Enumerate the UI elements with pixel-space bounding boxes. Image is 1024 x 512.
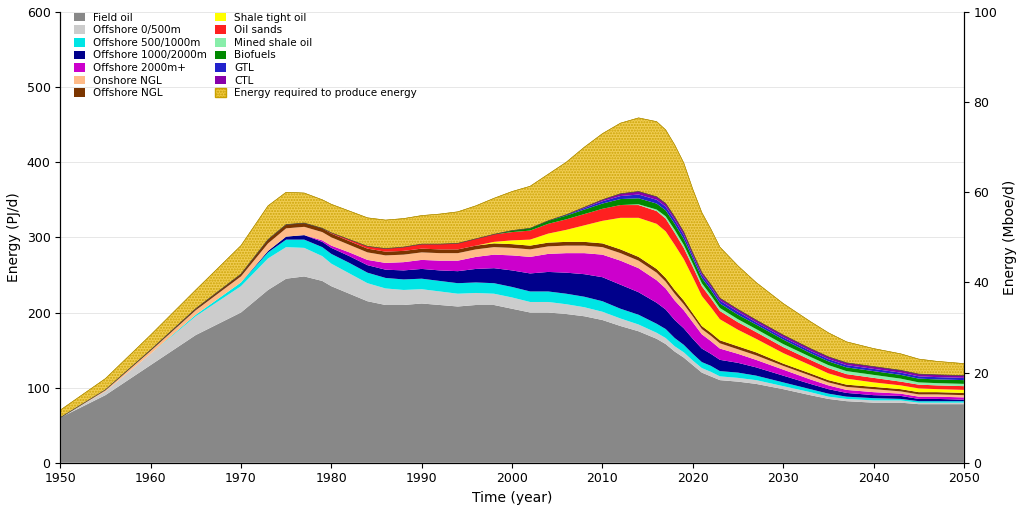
- X-axis label: Time (year): Time (year): [472, 491, 552, 505]
- Legend: Field oil, Offshore 0/500m, Offshore 500/1000m, Offshore 1000/2000m, Offshore 20: Field oil, Offshore 0/500m, Offshore 500…: [75, 13, 417, 98]
- Y-axis label: Energy (PJ/d): Energy (PJ/d): [7, 193, 20, 282]
- Y-axis label: Energy (Mboe/d): Energy (Mboe/d): [1004, 180, 1017, 295]
